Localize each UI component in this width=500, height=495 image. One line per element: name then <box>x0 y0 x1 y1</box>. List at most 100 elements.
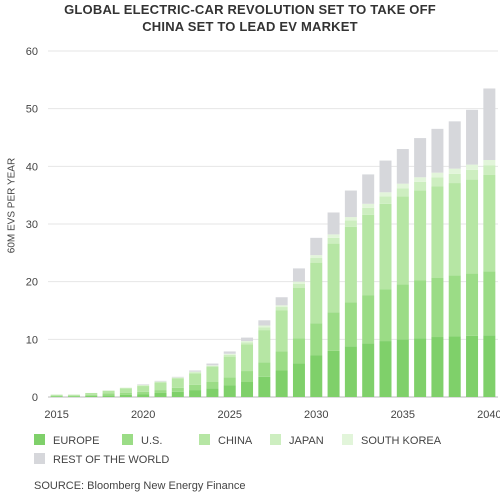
bar-segment <box>67 394 80 396</box>
bar-segment <box>119 387 132 389</box>
bar-segment <box>396 149 409 184</box>
bar-segment <box>483 174 496 272</box>
legend-swatch <box>122 434 133 445</box>
bar-segment <box>379 160 392 193</box>
legend-label: U.S. <box>141 435 163 447</box>
bar-segment <box>223 377 236 386</box>
y-tick-label: 20 <box>26 277 38 289</box>
bar-segment <box>189 373 202 385</box>
bar-segment <box>171 378 184 388</box>
bar-segment <box>50 396 63 397</box>
bar-segment <box>466 179 479 274</box>
bar-segment <box>344 226 357 303</box>
bar-segment <box>414 338 427 397</box>
y-tick-label: 30 <box>26 219 38 231</box>
bar-segment <box>396 188 409 197</box>
bar-segment <box>154 390 167 393</box>
bar-segment <box>327 234 340 238</box>
bar-segment <box>102 390 115 394</box>
bar-segment <box>154 380 167 382</box>
bar-segment <box>414 280 427 339</box>
bar-segment <box>344 190 357 218</box>
legend-item: CHINA <box>199 434 252 447</box>
bar-segment <box>379 203 392 290</box>
bar-segment <box>448 168 461 174</box>
bar-segment <box>431 277 444 338</box>
bar-segment <box>171 377 184 379</box>
bar-segment <box>154 382 167 383</box>
bar-segment <box>344 302 357 347</box>
bar-segment <box>310 355 323 397</box>
bar-segment <box>137 391 150 395</box>
bar-segment <box>396 183 409 189</box>
bar-segment <box>344 346 357 397</box>
bar-segment <box>223 354 236 357</box>
legend-swatch <box>34 453 45 464</box>
bar-segment <box>189 384 202 391</box>
bar-segment <box>396 284 409 340</box>
legend-item: REST OF THE WORLD <box>34 453 169 466</box>
bar-segment <box>206 365 219 368</box>
bar-segment <box>223 385 236 397</box>
bar-segment <box>275 370 288 397</box>
bar-segment <box>154 381 167 383</box>
bar-segment <box>241 342 254 345</box>
bar-segment <box>292 338 305 364</box>
legend-label: CHINA <box>218 435 253 447</box>
legend-swatch <box>199 434 210 445</box>
bar-segment <box>85 394 98 396</box>
bar-segment <box>379 341 392 397</box>
x-tick-label: 2015 <box>44 409 68 421</box>
bar-segment <box>448 173 461 184</box>
y-tick-label: 0 <box>32 392 38 404</box>
bar-segment <box>310 323 323 356</box>
legend-label: JAPAN <box>289 435 324 447</box>
bar-segment <box>119 388 132 393</box>
bar-segment <box>137 384 150 385</box>
bar-segment <box>258 376 271 397</box>
bar-segment <box>396 196 409 285</box>
bar-segment <box>362 343 375 397</box>
x-tick-label: 2035 <box>391 409 415 421</box>
bar-segment <box>137 394 150 397</box>
bar-segment <box>85 395 98 397</box>
bar-segment <box>241 337 254 342</box>
bar-segment <box>102 395 115 397</box>
y-tick-label: 10 <box>26 334 38 346</box>
bar-segment <box>362 203 375 208</box>
chart-title-line-2: CHINA SET TO LEAD EV MARKET <box>142 19 358 34</box>
legend-item: JAPAN <box>270 434 324 447</box>
bar-segment <box>292 268 305 282</box>
bar-segment <box>223 353 236 355</box>
bar-segment <box>206 382 219 389</box>
bar-segment <box>310 262 323 324</box>
bar-segment <box>327 243 340 313</box>
bar-segment <box>379 192 392 197</box>
bar-segment <box>206 367 219 383</box>
bar-segment <box>102 393 115 396</box>
bar-segment <box>344 217 357 221</box>
source-note: SOURCE: Bloomberg New Energy Finance <box>34 480 246 492</box>
bar-segment <box>483 271 496 336</box>
bar-segment <box>292 283 305 289</box>
x-tick-label: 2040 <box>477 409 500 421</box>
legend-swatch <box>342 434 353 445</box>
bar-segment <box>171 376 184 378</box>
bar-segment <box>379 289 392 342</box>
bar-segment <box>241 371 254 383</box>
bar-segment <box>258 320 271 326</box>
x-tick-label: 2020 <box>131 409 155 421</box>
bar-segment <box>171 387 184 392</box>
bar-segment <box>310 255 323 259</box>
x-tick-label: 2025 <box>217 409 241 421</box>
legend-swatch <box>270 434 281 445</box>
bar-segment <box>483 165 496 175</box>
bar-segment <box>362 295 375 344</box>
bar-segment <box>223 356 236 378</box>
bar-segment <box>466 169 479 180</box>
bar-segment <box>171 377 184 378</box>
bar-segment <box>327 237 340 244</box>
legend-label: SOUTH KOREA <box>361 435 442 447</box>
bar-segment <box>396 339 409 397</box>
bar-segment <box>50 395 63 397</box>
